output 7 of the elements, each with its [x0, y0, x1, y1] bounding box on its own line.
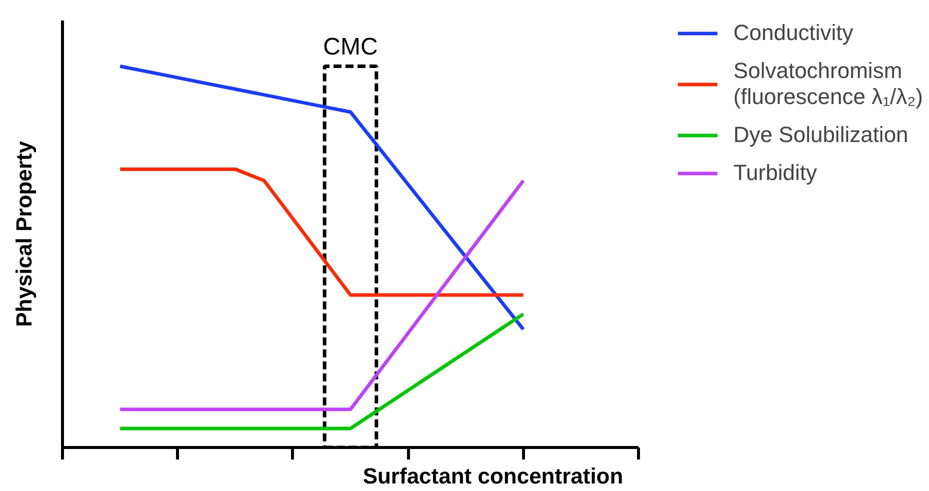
legend-label: Solvatochromism (fluorescence λ₁/λ₂) — [733, 58, 923, 110]
legend-label: Dye Solubilization — [733, 122, 908, 148]
x-axis-title: Surfactant concentration — [362, 464, 624, 488]
y-axis-title: Physical Property — [12, 140, 36, 327]
legend-label: Turbidity — [733, 160, 817, 186]
legend-label: Conductivity — [733, 20, 854, 46]
text: CMC — [323, 33, 378, 60]
